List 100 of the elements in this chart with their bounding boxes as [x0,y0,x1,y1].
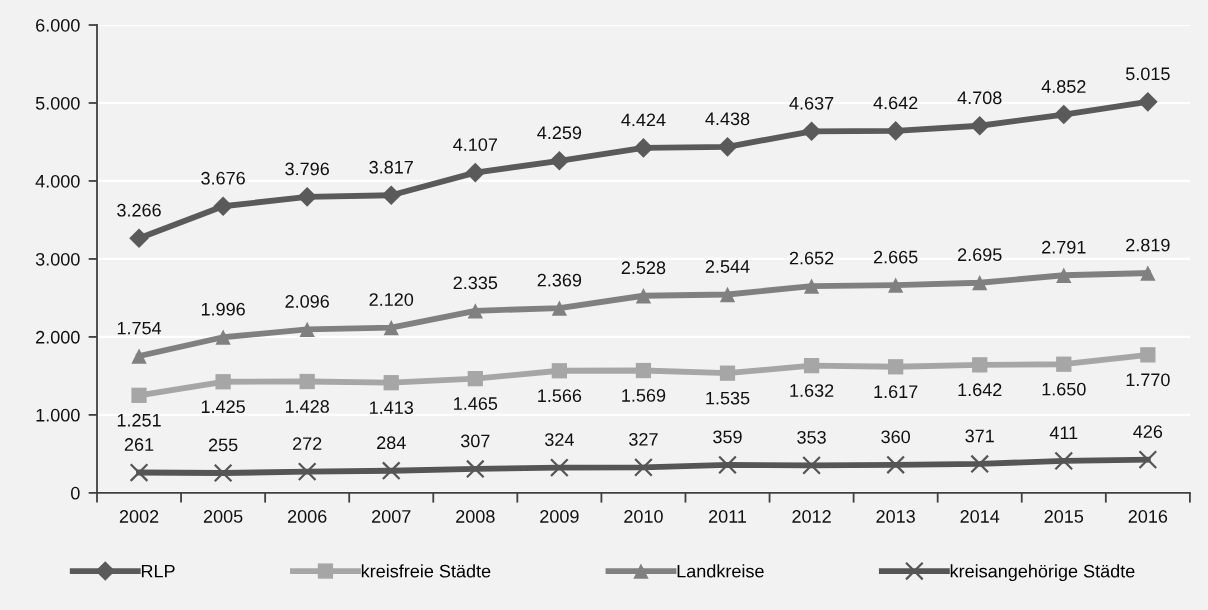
data-label: 1.650 [1042,382,1086,396]
x-tick-label: 2002 [119,510,159,523]
point [299,373,315,390]
data-label: 2.120 [369,293,414,306]
x-tick-label: 2011 [709,510,747,523]
data-label: 2.652 [789,251,834,265]
legend-label: kreisfreie Städte [361,564,491,578]
data-label: 4.642 [873,96,918,110]
point [467,371,483,387]
data-label: 1.569 [622,389,666,402]
data-label: 1.632 [790,384,834,397]
point [213,196,233,217]
point [299,321,315,338]
data-label: 3.266 [117,203,161,217]
data-label: 353 [797,430,826,444]
data-label: 1.617 [874,385,918,399]
point [467,303,483,319]
data-label: 284 [377,436,406,450]
point [635,362,652,379]
data-label: 2.665 [873,250,918,264]
point [886,455,906,475]
point [1138,92,1158,112]
point [1056,356,1072,372]
data-label: 3.676 [201,171,245,185]
point [718,455,737,475]
y-tick-label: 1.000 [36,408,80,422]
x-tick-label: 2013 [876,510,915,523]
data-label: 261 [124,438,154,451]
data-label: 3.817 [369,160,413,174]
point [719,286,736,303]
data-label: 255 [208,438,238,452]
point [1054,451,1074,471]
legend-label: RLP [141,564,175,578]
x-tick-label: 2005 [203,510,243,523]
data-label: 2.369 [537,273,582,287]
data-label: 2.096 [285,295,329,308]
point [549,458,569,478]
data-label: 1.642 [958,383,1002,397]
point [465,162,486,183]
data-label: 4.852 [1041,80,1086,93]
data-label: 2.335 [453,276,498,290]
data-label: 2.791 [1042,240,1086,254]
point [549,150,570,171]
x-tick-label: 2012 [792,510,831,523]
data-label: 1.996 [201,302,245,316]
point [803,278,820,294]
point [381,461,401,481]
data-label: 426 [1133,425,1163,439]
point [717,136,738,157]
point [551,363,568,379]
y-tick-label: 2.000 [36,330,80,344]
data-label: 5.015 [1125,67,1170,81]
data-label: 4.438 [705,112,750,126]
data-label: 1.566 [538,389,582,403]
data-label: 360 [881,430,910,444]
point [888,359,904,375]
y-tick-label: 6.000 [36,18,80,32]
data-label: 1.770 [1126,373,1170,387]
point [297,462,317,482]
data-label: 2.528 [621,261,666,275]
point [215,329,231,345]
y-tick-label: 0 [71,486,80,500]
point [1140,347,1156,363]
x-tick-label: 2009 [540,510,579,523]
legend-label: Landkreise [677,564,764,578]
data-label: 324 [545,433,574,446]
x-tick-label: 2010 [624,510,663,523]
data-label: 1.251 [117,413,161,427]
data-label: 1.413 [370,401,414,415]
data-label: 1.535 [706,391,750,405]
data-label: 2.819 [1126,238,1170,252]
x-tick-label: 2007 [372,510,411,523]
data-label: 2.544 [705,260,750,273]
point [972,275,988,291]
data-label: 4.259 [537,126,582,140]
data-label: 327 [629,432,658,446]
x-tick-label: 2014 [960,510,1000,523]
point [131,348,147,364]
data-label: 411 [1049,426,1078,440]
data-label: 272 [293,437,322,450]
point [381,185,402,206]
point [802,455,822,475]
data-label: 4.424 [621,113,666,127]
point [129,228,149,249]
point [383,319,399,336]
point [215,374,231,390]
data-label: 4.637 [789,96,834,110]
y-tick-label: 5.000 [35,96,80,110]
point [383,375,399,391]
data-label: 371 [965,429,994,443]
legend-label: kreisangehörige Städte [950,564,1135,582]
x-tick-label: 2016 [1128,510,1168,523]
point [129,463,149,482]
point [213,463,233,483]
point [1138,450,1158,470]
data-label: 4.708 [957,91,1002,105]
point [131,387,147,403]
point [1056,267,1072,283]
point [885,121,906,141]
point [633,138,654,158]
